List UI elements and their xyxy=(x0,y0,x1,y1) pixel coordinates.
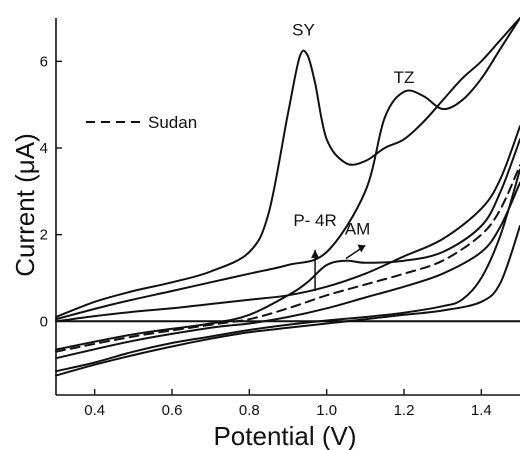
x-ticks: 0.4 0.6 0.8 1.0 1.2 1.4 xyxy=(84,389,492,419)
voltammogram-curve-8 xyxy=(55,225,520,377)
x-tick-label: 1.4 xyxy=(471,402,492,419)
y-ticks: 0 2 4 6 xyxy=(40,53,62,330)
voltammogram-curve-2 xyxy=(55,17,520,321)
y-tick-label: 4 xyxy=(40,140,48,157)
voltammogram-curve-4 xyxy=(55,138,520,351)
x-tick-label: 0.4 xyxy=(84,402,105,419)
y-tick-label: 2 xyxy=(40,227,48,244)
y-tick-label: 0 xyxy=(40,313,48,330)
legend: Sudan xyxy=(86,113,197,132)
x-axis-title: Potential (V) xyxy=(213,421,356,450)
x-tick-label: 1.2 xyxy=(394,402,415,419)
p4r-arrow-head xyxy=(311,249,320,258)
y-axis-title: Current (μA) xyxy=(10,133,40,277)
annotation-label: P- 4R xyxy=(293,211,336,230)
x-tick-label: 1.0 xyxy=(316,402,337,419)
annotation-label: SY xyxy=(292,20,315,39)
y-tick-label: 6 xyxy=(40,53,48,70)
annotations: SY TZ P- 4R AM xyxy=(292,20,414,291)
x-tick-label: 0.6 xyxy=(162,402,183,419)
annotation-label: TZ xyxy=(394,68,415,87)
annotation-label: AM xyxy=(345,220,371,239)
voltammogram-curve-6 xyxy=(55,181,520,360)
voltammogram-curve-3 xyxy=(55,125,520,323)
am-arrow-head xyxy=(357,244,366,253)
axes xyxy=(55,18,520,396)
voltammogram-curve-1 xyxy=(55,17,520,318)
x-tick-label: 0.8 xyxy=(239,402,260,419)
sudan-dashed-curve xyxy=(55,164,520,353)
legend-label: Sudan xyxy=(148,113,197,132)
curves xyxy=(55,17,520,377)
